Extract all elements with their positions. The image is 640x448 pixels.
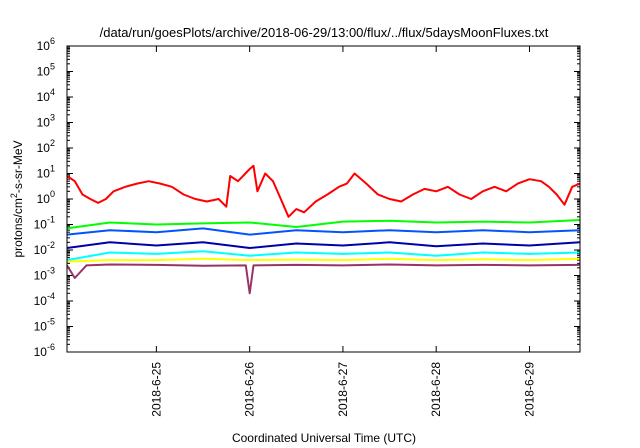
y-tick-label: 106 (37, 36, 55, 53)
y-tick-label: 104 (37, 87, 55, 104)
y-tick-base: 10 (37, 116, 51, 130)
x-axis-ticks: 2018-6-25 2018-6-26 2018-6-27 2018-6-28 2018… (149, 46, 536, 417)
series-line-1 (66, 219, 581, 230)
x-tick-label: 2018-6-26 (243, 362, 257, 417)
series-layer (66, 164, 581, 295)
series-line-0 (66, 164, 581, 218)
y-axis-label-prefix: protons/cm (11, 198, 25, 257)
y-tick-base: 10 (37, 90, 51, 104)
plot-frame (66, 45, 581, 353)
series-line-6 (66, 263, 581, 295)
y-tick-exponent: -4 (47, 291, 55, 301)
y-tick-base: 10 (34, 269, 48, 283)
y-tick-base: 10 (37, 192, 51, 206)
y-tick-base: 10 (34, 218, 48, 232)
y-tick-base: 10 (34, 345, 48, 359)
y-tick-base: 10 (37, 167, 51, 181)
series-line-3 (66, 227, 581, 236)
y-tick-exponent: 4 (50, 87, 55, 97)
y-axis-ticks: 10-610-510-410-310-210-11001011021031041… (34, 36, 580, 359)
y-tick-label: 10-6 (34, 342, 55, 359)
y-tick-exponent: -5 (47, 317, 55, 327)
y-axis-label: protons/cm2-s-sr-MeV (9, 140, 25, 257)
y-tick-label: 10-3 (34, 266, 55, 283)
series-line-5 (66, 257, 581, 263)
y-tick-label: 10-2 (34, 240, 55, 257)
y-tick-base: 10 (34, 294, 48, 308)
y-tick-exponent: 6 (50, 36, 55, 46)
y-tick-exponent: -2 (47, 240, 55, 250)
y-tick-exponent: -3 (47, 266, 55, 276)
y-tick-exponent: -1 (47, 215, 55, 225)
y-axis-label-suffix: -s-sr-MeV (11, 140, 25, 193)
y-tick-base: 10 (37, 39, 51, 53)
y-tick-label: 100 (37, 189, 55, 206)
y-tick-label: 105 (37, 62, 55, 79)
x-tick-label: 2018-6-25 (149, 362, 163, 417)
y-tick-exponent: 3 (50, 113, 55, 123)
chart-title: /data/run/goesPlots/archive/2018-06-29/1… (100, 25, 549, 40)
y-tick-base: 10 (34, 320, 48, 334)
y-axis-label-superscript: 2 (9, 193, 19, 198)
y-tick-exponent: 5 (50, 62, 55, 72)
y-tick-base: 10 (37, 65, 51, 79)
y-tick-base: 10 (37, 141, 51, 155)
y-tick-label: 10-4 (34, 291, 55, 308)
y-tick-exponent: -6 (47, 342, 55, 352)
x-tick-label: 2018-6-27 (336, 362, 350, 417)
y-tick-exponent: 2 (50, 138, 55, 148)
x-tick-label: 2018-6-29 (522, 362, 536, 417)
y-tick-exponent: 0 (50, 189, 55, 199)
series-line-4 (66, 241, 581, 249)
y-tick-base: 10 (34, 243, 48, 257)
x-axis-label: Coordinated Universal Time (UTC) (232, 431, 416, 445)
y-tick-label: 103 (37, 113, 55, 130)
y-tick-exponent: 1 (50, 164, 55, 174)
x-tick-label: 2018-6-28 (429, 362, 443, 417)
y-tick-label: 10-1 (34, 215, 55, 232)
series-line-2 (66, 250, 581, 262)
y-tick-label: 101 (37, 164, 55, 181)
y-tick-label: 102 (37, 138, 55, 155)
y-tick-label: 10-5 (34, 317, 55, 334)
